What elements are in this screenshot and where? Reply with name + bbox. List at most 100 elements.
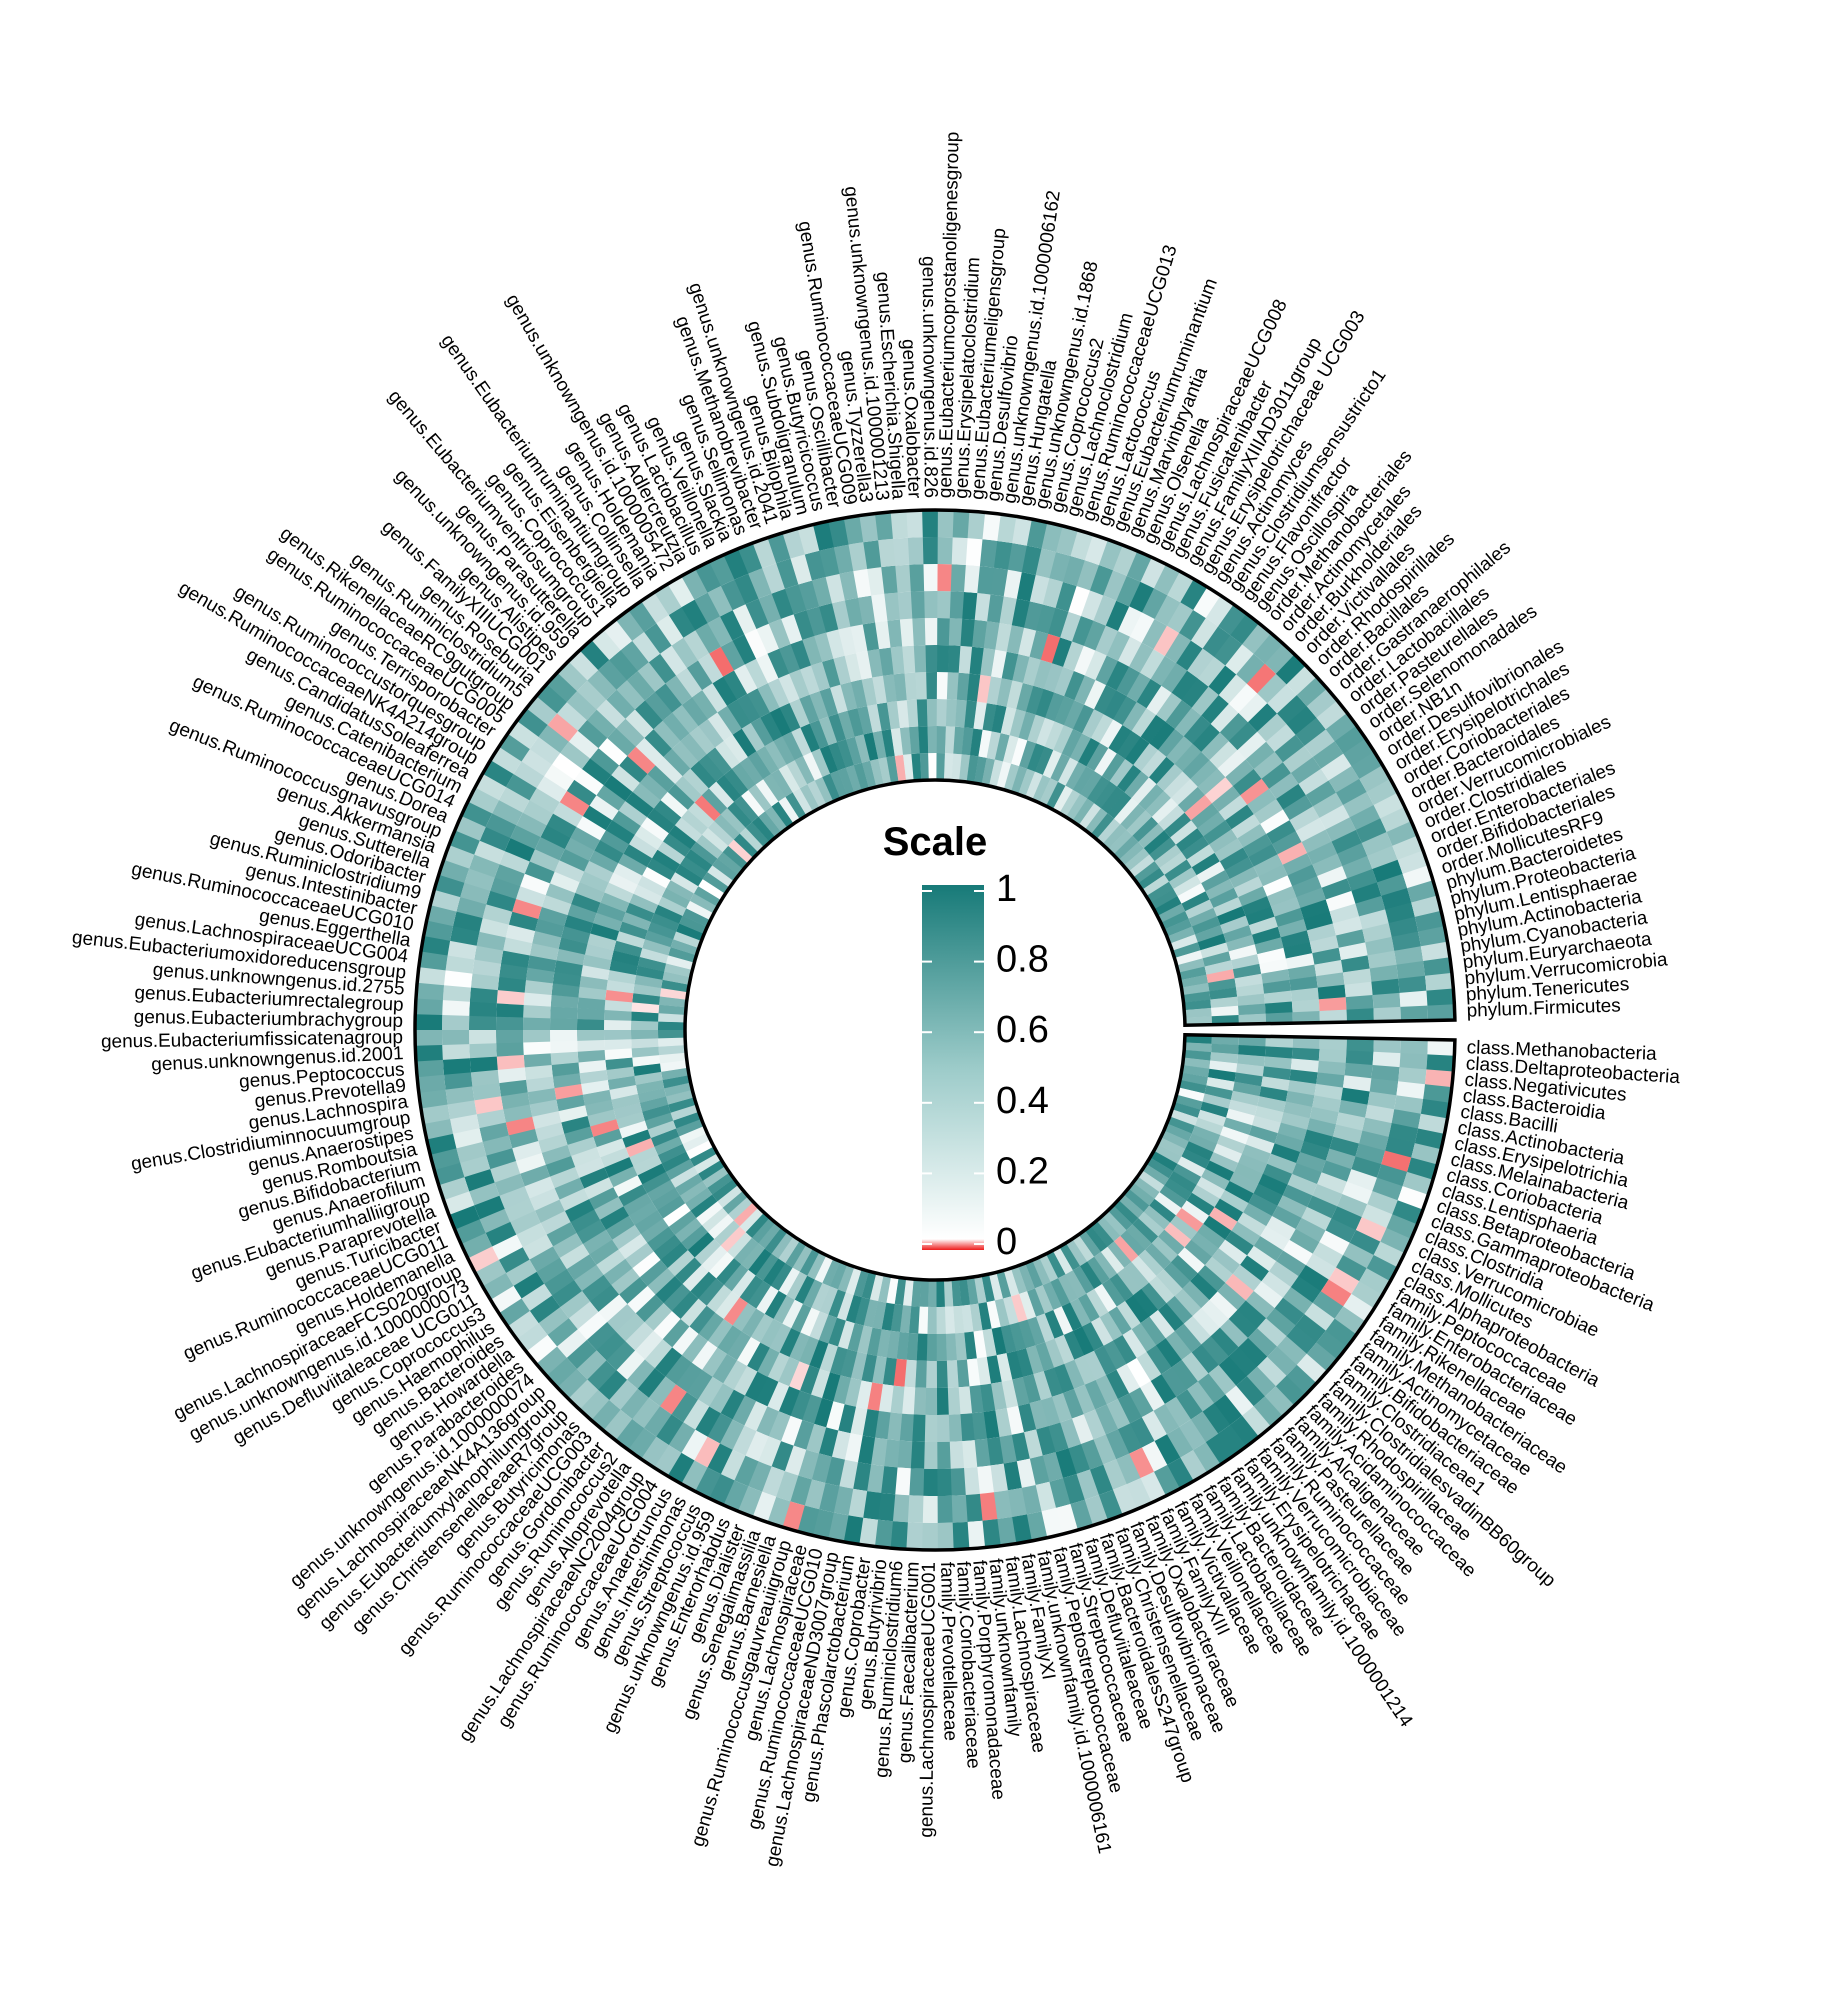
heatmap-cell [732,1302,757,1332]
heatmap-cell [536,1346,567,1376]
heatmap-cell [698,718,725,748]
heatmap-cell [732,1425,757,1456]
heatmap-cell [686,1139,714,1160]
heatmap-cell [1197,933,1227,951]
heatmap-cell [1072,1326,1095,1356]
heatmap-cell [561,1115,591,1134]
heatmap-cell [1185,1141,1214,1161]
heatmap-cell [450,925,480,946]
heatmap-cell [732,634,757,665]
heatmap-cell [628,834,658,859]
heatmap-cell [1216,906,1246,926]
heatmap-cell [1158,728,1185,758]
heatmap-cell [498,1298,530,1327]
heatmap-cell [1174,1094,1203,1110]
heatmap-cell [1388,916,1419,938]
heatmap-cell [1346,1037,1374,1053]
heatmap-cell [1181,836,1210,860]
heatmap-cell [674,1217,702,1243]
heatmap-cell [1341,955,1370,973]
heatmap-cell [494,863,525,887]
heatmap-cell [892,1494,910,1523]
heatmap-cell [1148,756,1175,785]
heatmap-cell [1197,1109,1227,1127]
heatmap-cell [647,1120,677,1139]
heatmap-cell [809,1339,829,1369]
heatmap-cell [561,925,591,945]
heatmap-cell [799,1248,820,1276]
heatmap-cell [996,1353,1013,1382]
heatmap-cell [908,1305,920,1334]
heatmap-cell [1201,870,1230,892]
heatmap-cell [630,1029,659,1040]
heatmap-cell [604,999,633,1012]
heatmap-cell [822,773,841,802]
heatmap-cell [738,542,763,574]
heatmap-cell [976,1356,992,1386]
heatmap-cell [1196,1176,1225,1199]
heatmap-cell [647,1267,675,1295]
heatmap-cell [1248,1193,1278,1217]
heatmap-cell [763,773,786,802]
heatmap-cell [1230,1090,1260,1107]
heatmap-cell [1153,1464,1180,1497]
heatmap-cell [1214,1198,1244,1222]
heatmap-cell [986,731,1001,760]
heatmap-cell [1032,774,1051,803]
heatmap-cell [1253,1183,1283,1207]
heatmap-cell [737,693,761,723]
heatmap-cell [608,1166,638,1188]
heatmap-cell [1058,757,1079,786]
heatmap-cell [1146,685,1172,716]
heatmap-cell [1209,987,1238,1000]
heatmap-cell [655,1275,683,1303]
heatmap-cell [1385,902,1415,924]
heatmap-cell [1316,972,1345,989]
heatmap-cell [605,1215,635,1240]
heatmap-cell [671,740,699,769]
heatmap-cell [474,1095,504,1115]
heatmap-cell [838,626,857,656]
heatmap-cell [723,548,749,580]
heatmap-cell [668,1210,697,1235]
heatmap-cell [479,1208,511,1234]
heatmap-cell [423,920,454,941]
heatmap-cell [1163,1123,1192,1142]
heatmap-cell [587,1109,617,1127]
heatmap-cell [1220,915,1250,934]
heatmap-cell [1287,964,1317,981]
heatmap-cell [1238,1003,1266,1016]
heatmap-cell [1123,848,1150,872]
heatmap-cell [1117,606,1143,637]
heatmap-cell [618,800,648,827]
heatmap-cell [897,591,913,620]
heatmap-cell [1022,656,1042,686]
heatmap-cell [525,1076,555,1093]
heatmap-cell [470,1069,500,1087]
heatmap-cell [443,1190,475,1216]
heatmap-cell [442,984,471,1002]
heatmap-cell [452,1127,483,1149]
heatmap-cell [1361,832,1393,857]
heatmap-cell [863,1299,879,1328]
heatmap-cell [886,701,901,730]
heatmap-cell [1072,766,1095,795]
heatmap-cell [927,726,937,754]
heatmap-cell [1191,1125,1221,1144]
heatmap-cell [999,596,1018,626]
heatmap-cell [1184,794,1213,821]
taxon-label: phylum.Firmicutes [1466,995,1621,1021]
heatmap-cell [1018,711,1036,741]
heatmap-cell [1026,1511,1048,1541]
heatmap-cell [1224,1181,1254,1204]
heatmap-cell [655,756,683,784]
heatmap-cell [1042,749,1062,779]
heatmap-cell [550,1006,578,1020]
heatmap-cell [893,673,908,702]
heatmap-cell [652,849,681,873]
heatmap-cell [818,1314,838,1344]
heatmap-cell [632,1251,661,1278]
heatmap-cell [727,1196,754,1221]
heatmap-cell [496,1054,525,1070]
heatmap-cell [809,690,829,721]
